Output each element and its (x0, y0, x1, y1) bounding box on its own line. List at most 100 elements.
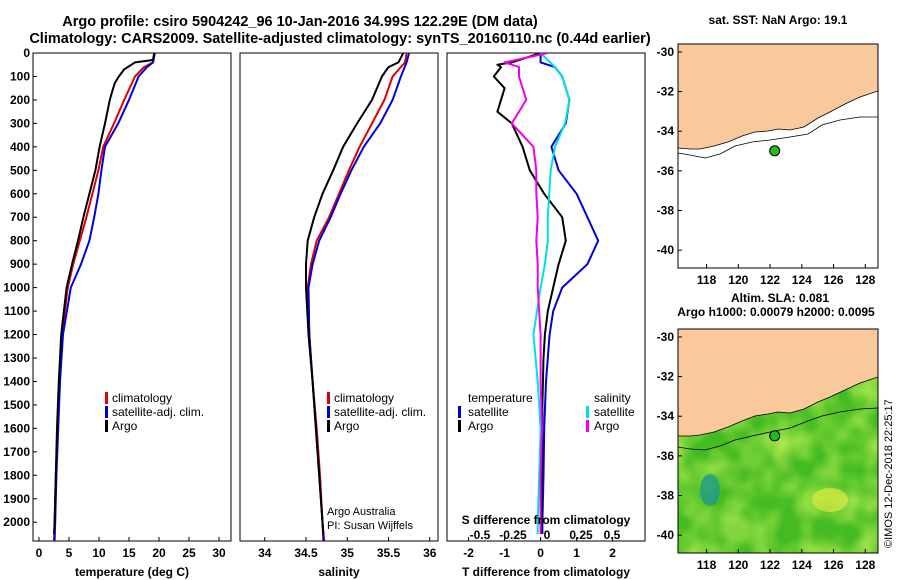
lat-tick-label: -38 (657, 204, 675, 218)
y-tick-label: 900 (10, 257, 30, 271)
sla-map-land (678, 329, 878, 437)
x-tick-label: 25 (182, 546, 196, 560)
lon-tick-label: 120 (728, 273, 748, 287)
legend-temperature-title: temperature (468, 391, 533, 405)
sla-map-depth-contour (678, 407, 878, 451)
lon-tick-label: 126 (824, 273, 844, 287)
y-tick-label: 2000 (3, 515, 30, 529)
legend-swatch-t-satellite (458, 406, 461, 418)
y-tick-label: 1800 (3, 468, 30, 482)
lon-tick-label: 126 (824, 558, 844, 572)
lon-tick-label: 124 (792, 273, 812, 287)
series-line-argo (53, 53, 156, 535)
lat-tick-label: -34 (657, 409, 675, 423)
y-tick-label: 600 (10, 187, 30, 201)
x-tick-label: 20 (152, 546, 166, 560)
y-tick-label: 1200 (3, 328, 30, 342)
x-tick-label: 0 (537, 546, 544, 560)
difference-lines (492, 53, 600, 535)
y-tick-label: 100 (10, 69, 30, 83)
lon-tick-label: 122 (760, 273, 780, 287)
y-tick-label: 400 (10, 140, 30, 154)
s-tick: -0.25 (499, 528, 527, 542)
legend-swatch-satellite (105, 406, 108, 418)
sla-map-lat-ticks: -30 -32 -34 -36 -38 -40 (657, 330, 682, 542)
s-difference-ticks: -0.5 -0.25 0 0.25 0.5 (470, 528, 621, 542)
s-tick: 0.25 (569, 528, 593, 542)
y-tick-label: 1400 (3, 374, 30, 388)
x-tick-label: -1 (499, 546, 510, 560)
temperature-legend: climatology satellite-adj. clim. Argo (105, 391, 204, 433)
temperature-axes-frame (32, 52, 232, 542)
y-tick-label: 800 (10, 234, 30, 248)
lat-tick-label: -32 (657, 85, 675, 99)
credit-line2: PI: Susan Wijffels (327, 520, 413, 532)
lon-tick-label: 118 (697, 273, 717, 287)
legend-swatch-climatology (105, 392, 108, 404)
sla-map-frame (677, 328, 879, 554)
sst-map-depth-contour (678, 116, 878, 159)
s-tick: 0.5 (604, 528, 621, 542)
sla-map-title-line2: Argo h1000: 0.00079 h2000: 0.0095 (677, 305, 875, 319)
difference-axes-frame (446, 52, 646, 542)
sla-map: Altim. SLA: 0.081 Argo h1000: 0.00079 h2… (657, 291, 879, 572)
x-tick-label: 30 (212, 546, 226, 560)
s-tick: -0.5 (470, 528, 491, 542)
x-tick-label: 36 (423, 546, 437, 560)
sst-map-frame (677, 43, 879, 269)
x-tick-label: 35.5 (377, 546, 401, 560)
difference-legend: temperature satellite Argo salinity sate… (458, 391, 635, 433)
difference-panel: -2 -1 0 1 2 T difference from climatology S … (446, 52, 646, 579)
legend-swatch-satellite (327, 406, 330, 418)
lat-tick-label: -30 (657, 45, 675, 59)
credit-line1: Argo Australia (327, 506, 396, 518)
sst-map-lon-ticks: 118 120 122 124 126 128 (697, 264, 876, 287)
legend-t-satellite-label: satellite (468, 405, 509, 419)
y-tick-label: 700 (10, 210, 30, 224)
salinity-tick-labels: 34 34.5 35 35.5 36 (258, 537, 437, 560)
lon-tick-label: 128 (855, 273, 875, 287)
temperature-xlabel: temperature (deg C) (75, 565, 189, 579)
series-line-argo (305, 53, 405, 535)
temperature-panel: 0100200300400500600700800900100011001200… (3, 46, 232, 579)
figure-title-line2: Climatology: CARS2009. Satellite-adjuste… (29, 31, 650, 47)
lat-tick-label: -38 (657, 489, 675, 503)
series-line-t-argo (492, 53, 567, 535)
x-tick-label: 34.5 (294, 546, 318, 560)
lat-tick-label: -34 (657, 124, 675, 138)
lon-tick-label: 122 (760, 558, 780, 572)
lat-tick-label: -40 (657, 528, 675, 542)
salinity-legend: climatology satellite-adj. clim. Argo (327, 391, 426, 433)
x-tick-label: 2 (609, 546, 616, 560)
float-position-marker (769, 430, 781, 442)
t-difference-xlabel: T difference from climatology (462, 565, 630, 579)
legend-s-argo-label: Argo (594, 419, 620, 433)
lat-tick-label: -36 (657, 449, 675, 463)
timestamp-credit: ©IMOS 12-Dec-2018 22:25:17 (883, 399, 895, 548)
y-tick-label: 1600 (3, 421, 30, 435)
legend-t-argo-label: Argo (468, 419, 494, 433)
figure-title-line1: Argo profile: csiro 5904242_96 10-Jan-20… (62, 14, 538, 30)
s-difference-label: S difference from climatology (462, 513, 631, 527)
x-tick-label: 0 (36, 546, 43, 560)
salinity-xlabel: salinity (318, 565, 360, 579)
y-tick-label: 0 (23, 46, 30, 60)
legend-climatology-label: climatology (112, 391, 172, 405)
y-tick-label: 1000 (3, 281, 30, 295)
y-tick-label: 300 (10, 116, 30, 130)
lat-tick-label: -32 (657, 370, 675, 384)
salinity-axes-frame (239, 52, 439, 542)
y-tick-label: 200 (10, 93, 30, 107)
x-tick-label: 5 (66, 546, 73, 560)
y-tick-label: 1500 (3, 398, 30, 412)
legend-swatch-s-argo (586, 420, 589, 432)
temperature-tick-labels: 0 5 10 15 20 25 30 (36, 537, 226, 560)
x-tick-label: 35 (341, 546, 355, 560)
legend-salinity-title: salinity (594, 391, 631, 405)
lon-tick-label: 128 (855, 558, 875, 572)
x-tick-label: 1 (573, 546, 580, 560)
s-tick: 0 (544, 528, 551, 542)
y-tick-label: 1900 (3, 492, 30, 506)
lon-tick-label: 120 (728, 558, 748, 572)
